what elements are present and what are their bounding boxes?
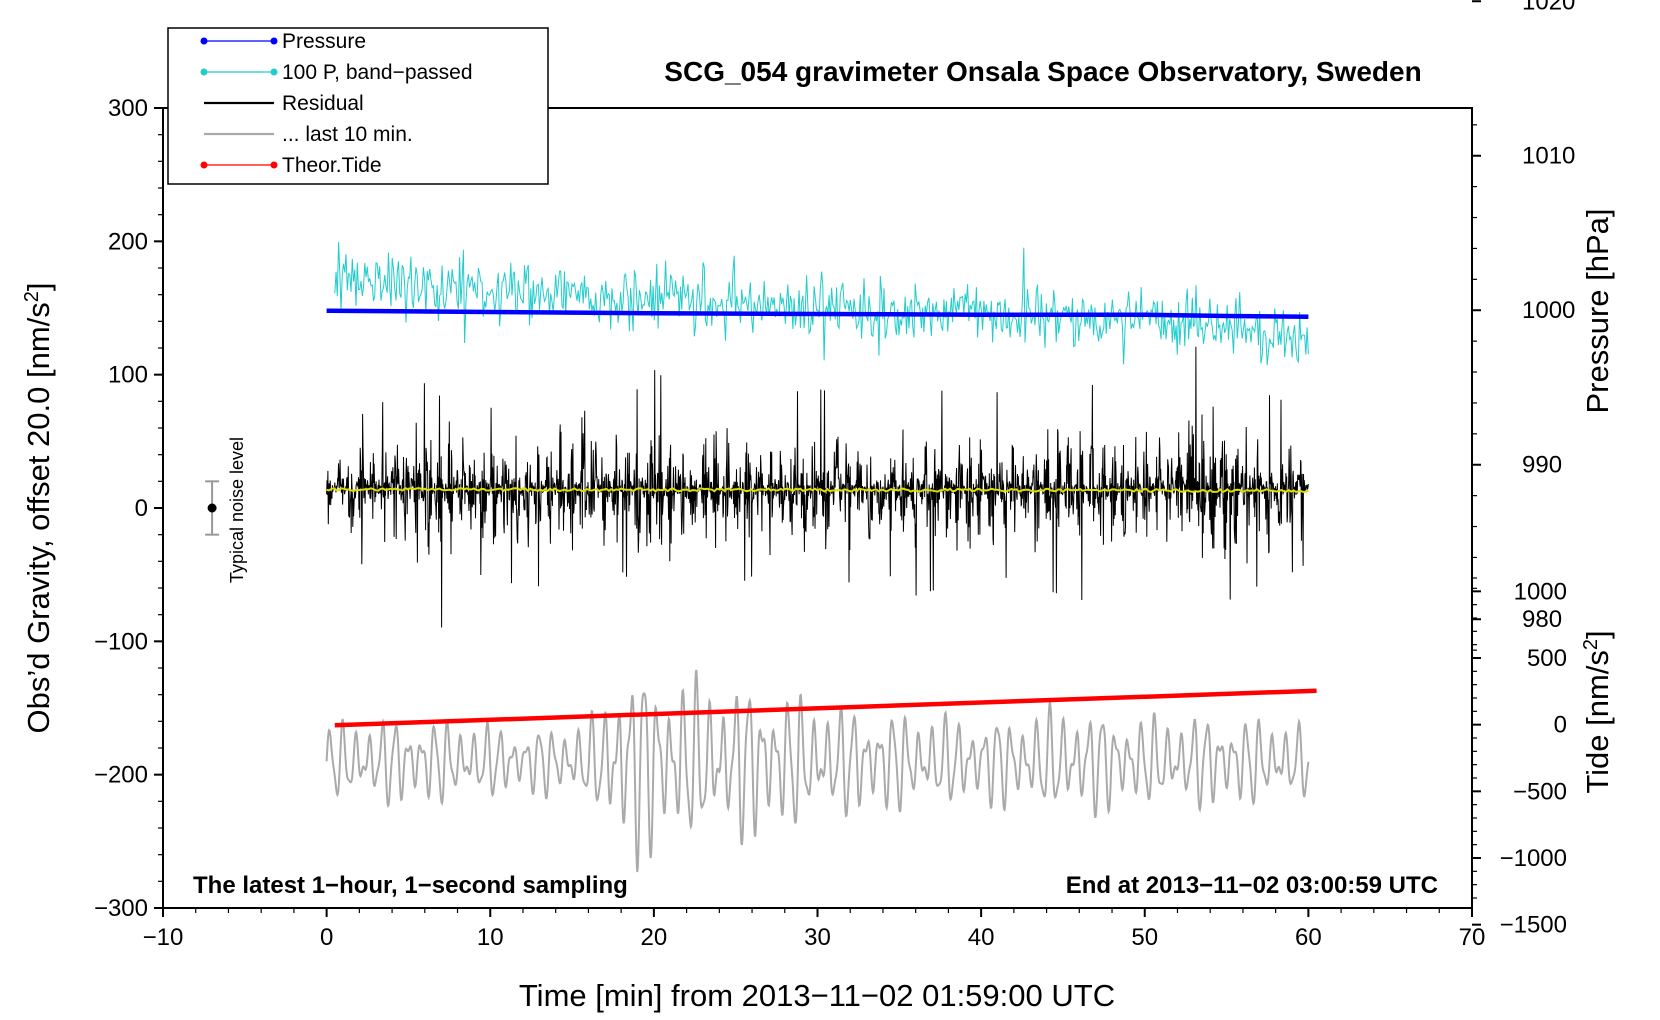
x-axis: −10 0 10 20 30 40 50 60 70 <box>143 908 1486 951</box>
x-tick-label: 0 <box>320 924 333 951</box>
y-tick-label: −100 <box>94 628 148 655</box>
tide-tick-label: 1000 <box>1514 578 1567 605</box>
pressure-line <box>326 308 1309 319</box>
tide-tick-label: −500 <box>1513 778 1567 805</box>
x-tick-label: 20 <box>641 924 668 951</box>
x-axis-title: Time [min] from 2013−11−02 01:59:00 UTC <box>519 978 1115 1013</box>
y-tick-label: 200 <box>108 228 148 255</box>
y-tick-label: −300 <box>94 895 148 922</box>
typical-noise-indicator <box>205 480 220 536</box>
series-band-passed-pressure <box>334 241 1309 366</box>
series-theoretical-tide <box>334 688 1317 728</box>
tide-line <box>334 688 1317 728</box>
x-tick-label: 30 <box>804 924 831 951</box>
legend-marker <box>200 37 208 45</box>
legend-marker <box>200 161 208 169</box>
y-tick-label: 0 <box>135 495 148 522</box>
y-axis-title-pressure: Pressure [hPa] <box>1580 208 1615 413</box>
x-tick-label: 40 <box>968 924 995 951</box>
y-axis-title-gravity: Obs’d Gravity, offset 20.0 [nm/s2] <box>21 282 56 733</box>
legend-marker <box>270 161 278 169</box>
x-tick-label: −10 <box>143 924 184 951</box>
pressure-tick-label: 1010 <box>1522 143 1575 170</box>
series-pressure <box>326 308 1309 319</box>
legend-marker <box>270 68 278 76</box>
x-tick-label: 60 <box>1295 924 1322 951</box>
y-tick-label: 300 <box>108 95 148 122</box>
x-tick-label: 50 <box>1131 924 1158 951</box>
y-axis-tide: −1500 −1000 −500 0 500 1000 <box>1472 577 1567 939</box>
legend-marker <box>200 68 208 76</box>
sampling-note: The latest 1−hour, 1−second sampling <box>193 872 628 899</box>
y-tick-label: −200 <box>94 762 148 789</box>
tide-tick-label: 500 <box>1527 645 1567 672</box>
noise-level-label: Typical noise level <box>227 437 247 583</box>
series-last-10-min <box>325 669 1310 873</box>
tide-tick-label: −1000 <box>1500 845 1567 872</box>
legend-entry-label: 100 P, band−passed <box>282 61 473 84</box>
tide-tick-label: 0 <box>1554 712 1567 739</box>
x-tick-label: 70 <box>1459 924 1486 951</box>
end-time-note: End at 2013−11−02 03:00:59 UTC <box>1066 872 1438 899</box>
legend-marker <box>270 37 278 45</box>
pressure-tick-label: 990 <box>1522 452 1562 479</box>
pressure-tick-label: 980 <box>1522 606 1562 633</box>
running-mean-line <box>326 486 1309 494</box>
chart-title: SCG_054 gravimeter Onsala Space Observat… <box>664 56 1421 87</box>
pressure-tick-label: 1020 <box>1522 0 1575 15</box>
y-tick-label: 100 <box>108 362 148 389</box>
plot-area <box>325 241 1317 873</box>
last-10-min-line <box>325 669 1310 873</box>
legend-entry-label: Theor.Tide <box>282 154 382 177</box>
series-running-mean <box>326 486 1309 494</box>
legend-entry-label: Residual <box>282 92 364 115</box>
residual-line <box>326 346 1309 628</box>
legend-entry-label: Pressure <box>282 30 366 53</box>
y-axis-title-tide: Tide [nm/s2] <box>1580 630 1615 793</box>
series-residual <box>326 346 1309 628</box>
y-axis-gravity: −300 −200 −100 0 100 200 300 <box>94 95 163 922</box>
legend-entry-label: ... last 10 min. <box>282 123 413 146</box>
tide-tick-label: −1500 <box>1500 912 1567 939</box>
pressure-tick-label: 1000 <box>1522 297 1575 324</box>
band-passed-pressure-line <box>334 241 1309 366</box>
legend-box <box>167 27 549 185</box>
noise-center-dot <box>207 503 217 513</box>
x-tick-label: 10 <box>477 924 504 951</box>
y-axis-pressure: 9809901000101010201030 <box>1472 0 1575 651</box>
legend: Pressure 100 P, band−passed Residual ... la… <box>167 27 549 185</box>
